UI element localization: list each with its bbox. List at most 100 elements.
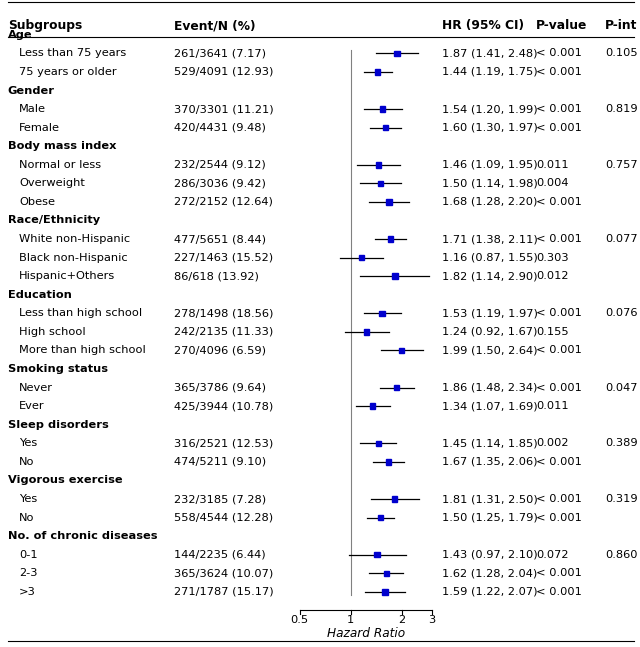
Text: White non-Hispanic: White non-Hispanic bbox=[19, 234, 131, 244]
Text: Race/Ethnicity: Race/Ethnicity bbox=[8, 215, 100, 226]
Text: 0.077: 0.077 bbox=[605, 234, 637, 244]
FancyBboxPatch shape bbox=[375, 69, 380, 74]
Text: 365/3786 (9.64): 365/3786 (9.64) bbox=[174, 382, 266, 393]
Text: 1.59 (1.22, 2.07): 1.59 (1.22, 2.07) bbox=[442, 587, 537, 597]
Text: 0.072: 0.072 bbox=[536, 550, 569, 560]
Text: 232/2544 (9.12): 232/2544 (9.12) bbox=[174, 160, 266, 170]
Text: Female: Female bbox=[19, 123, 60, 133]
Text: Sleep disorders: Sleep disorders bbox=[8, 420, 108, 430]
FancyBboxPatch shape bbox=[374, 552, 380, 558]
FancyBboxPatch shape bbox=[378, 181, 383, 186]
Text: < 0.001: < 0.001 bbox=[536, 587, 582, 597]
Text: Male: Male bbox=[19, 104, 46, 114]
FancyBboxPatch shape bbox=[370, 404, 375, 409]
Text: < 0.001: < 0.001 bbox=[536, 568, 582, 578]
Text: 0.389: 0.389 bbox=[605, 438, 637, 448]
Text: Less than high school: Less than high school bbox=[19, 309, 142, 318]
Text: >3: >3 bbox=[19, 587, 36, 597]
Text: 0.011: 0.011 bbox=[536, 401, 569, 411]
Text: 2: 2 bbox=[399, 615, 406, 625]
Text: Overweight: Overweight bbox=[19, 179, 85, 188]
Text: 0.757: 0.757 bbox=[605, 160, 637, 170]
Text: < 0.001: < 0.001 bbox=[536, 104, 582, 114]
Text: 0.076: 0.076 bbox=[605, 309, 637, 318]
Text: Yes: Yes bbox=[19, 494, 38, 504]
Text: Body mass index: Body mass index bbox=[8, 141, 116, 151]
FancyBboxPatch shape bbox=[376, 162, 381, 168]
Text: 529/4091 (12.93): 529/4091 (12.93) bbox=[174, 67, 273, 77]
Text: 86/618 (13.92): 86/618 (13.92) bbox=[174, 271, 259, 281]
FancyBboxPatch shape bbox=[380, 106, 385, 112]
Text: 232/3185 (7.28): 232/3185 (7.28) bbox=[174, 494, 266, 504]
Text: 0.155: 0.155 bbox=[536, 327, 569, 337]
Text: 370/3301 (11.21): 370/3301 (11.21) bbox=[174, 104, 274, 114]
Text: Hispanic+Others: Hispanic+Others bbox=[19, 271, 115, 281]
Text: 1.60 (1.30, 1.97): 1.60 (1.30, 1.97) bbox=[442, 123, 538, 133]
Text: Smoking status: Smoking status bbox=[8, 364, 108, 374]
Text: 1.34 (1.07, 1.69): 1.34 (1.07, 1.69) bbox=[442, 401, 537, 411]
Text: Ever: Ever bbox=[19, 401, 45, 411]
Text: 75 years or older: 75 years or older bbox=[19, 67, 117, 77]
Text: 261/3641 (7.17): 261/3641 (7.17) bbox=[174, 49, 266, 58]
FancyBboxPatch shape bbox=[382, 589, 388, 595]
FancyBboxPatch shape bbox=[399, 347, 404, 353]
Text: 1.99 (1.50, 2.64): 1.99 (1.50, 2.64) bbox=[442, 345, 537, 355]
Text: 144/2235 (6.44): 144/2235 (6.44) bbox=[174, 550, 266, 560]
Text: 0.012: 0.012 bbox=[536, 271, 569, 281]
Text: 1.44 (1.19, 1.75): 1.44 (1.19, 1.75) bbox=[442, 67, 537, 77]
Text: 0.319: 0.319 bbox=[605, 494, 637, 504]
Text: 558/4544 (12.28): 558/4544 (12.28) bbox=[174, 512, 273, 523]
Text: More than high school: More than high school bbox=[19, 345, 146, 355]
FancyBboxPatch shape bbox=[380, 311, 385, 316]
Text: Event/N (%): Event/N (%) bbox=[174, 19, 255, 32]
Text: Age: Age bbox=[8, 30, 32, 40]
Text: Gender: Gender bbox=[8, 85, 54, 96]
Text: 1.50 (1.25, 1.79): 1.50 (1.25, 1.79) bbox=[442, 512, 538, 523]
Text: 1.86 (1.48, 2.34): 1.86 (1.48, 2.34) bbox=[442, 382, 537, 393]
Text: 272/2152 (12.64): 272/2152 (12.64) bbox=[174, 197, 273, 207]
FancyBboxPatch shape bbox=[387, 199, 392, 204]
FancyBboxPatch shape bbox=[386, 459, 392, 465]
Text: Yes: Yes bbox=[19, 438, 38, 448]
Text: Subgroups: Subgroups bbox=[8, 19, 82, 32]
Text: Vigorous exercise: Vigorous exercise bbox=[8, 476, 122, 485]
Text: 0.047: 0.047 bbox=[605, 382, 637, 393]
Text: No: No bbox=[19, 512, 35, 523]
Text: 242/2135 (11.33): 242/2135 (11.33) bbox=[174, 327, 273, 337]
Text: 365/3624 (10.07): 365/3624 (10.07) bbox=[174, 568, 273, 578]
Text: 0.5: 0.5 bbox=[291, 615, 308, 625]
Text: 1.54 (1.20, 1.99): 1.54 (1.20, 1.99) bbox=[442, 104, 537, 114]
Text: P-value: P-value bbox=[536, 19, 588, 32]
Text: 0.819: 0.819 bbox=[605, 104, 637, 114]
Text: 1.16 (0.87, 1.55): 1.16 (0.87, 1.55) bbox=[442, 252, 538, 263]
Text: < 0.001: < 0.001 bbox=[536, 197, 582, 207]
FancyBboxPatch shape bbox=[378, 515, 383, 520]
Text: 0.011: 0.011 bbox=[536, 160, 569, 170]
Text: < 0.001: < 0.001 bbox=[536, 309, 582, 318]
Text: 271/1787 (15.17): 271/1787 (15.17) bbox=[174, 587, 274, 597]
Text: Normal or less: Normal or less bbox=[19, 160, 101, 170]
Text: 1.82 (1.14, 2.90): 1.82 (1.14, 2.90) bbox=[442, 271, 537, 281]
Text: < 0.001: < 0.001 bbox=[536, 49, 582, 58]
Text: 0.105: 0.105 bbox=[605, 49, 637, 58]
FancyBboxPatch shape bbox=[376, 441, 381, 446]
Text: 420/4431 (9.48): 420/4431 (9.48) bbox=[174, 123, 266, 133]
Text: < 0.001: < 0.001 bbox=[536, 494, 582, 504]
Text: No. of chronic diseases: No. of chronic diseases bbox=[8, 531, 157, 541]
Text: 1.45 (1.14, 1.85): 1.45 (1.14, 1.85) bbox=[442, 438, 537, 448]
Text: < 0.001: < 0.001 bbox=[536, 345, 582, 355]
Text: < 0.001: < 0.001 bbox=[536, 512, 582, 523]
Text: 1.67 (1.35, 2.06): 1.67 (1.35, 2.06) bbox=[442, 457, 537, 467]
Text: 1.43 (0.97, 2.10): 1.43 (0.97, 2.10) bbox=[442, 550, 537, 560]
Text: HR (95% CI): HR (95% CI) bbox=[442, 19, 524, 32]
Text: Less than 75 years: Less than 75 years bbox=[19, 49, 127, 58]
Text: High school: High school bbox=[19, 327, 86, 337]
FancyBboxPatch shape bbox=[394, 385, 399, 390]
Text: 425/3944 (10.78): 425/3944 (10.78) bbox=[174, 401, 273, 411]
FancyBboxPatch shape bbox=[394, 50, 400, 56]
Text: 1.71 (1.38, 2.11): 1.71 (1.38, 2.11) bbox=[442, 234, 538, 244]
FancyBboxPatch shape bbox=[388, 236, 393, 242]
Text: 1.68 (1.28, 2.20): 1.68 (1.28, 2.20) bbox=[442, 197, 537, 207]
Text: 1.87 (1.41, 2.48): 1.87 (1.41, 2.48) bbox=[442, 49, 537, 58]
Text: < 0.001: < 0.001 bbox=[536, 123, 582, 133]
